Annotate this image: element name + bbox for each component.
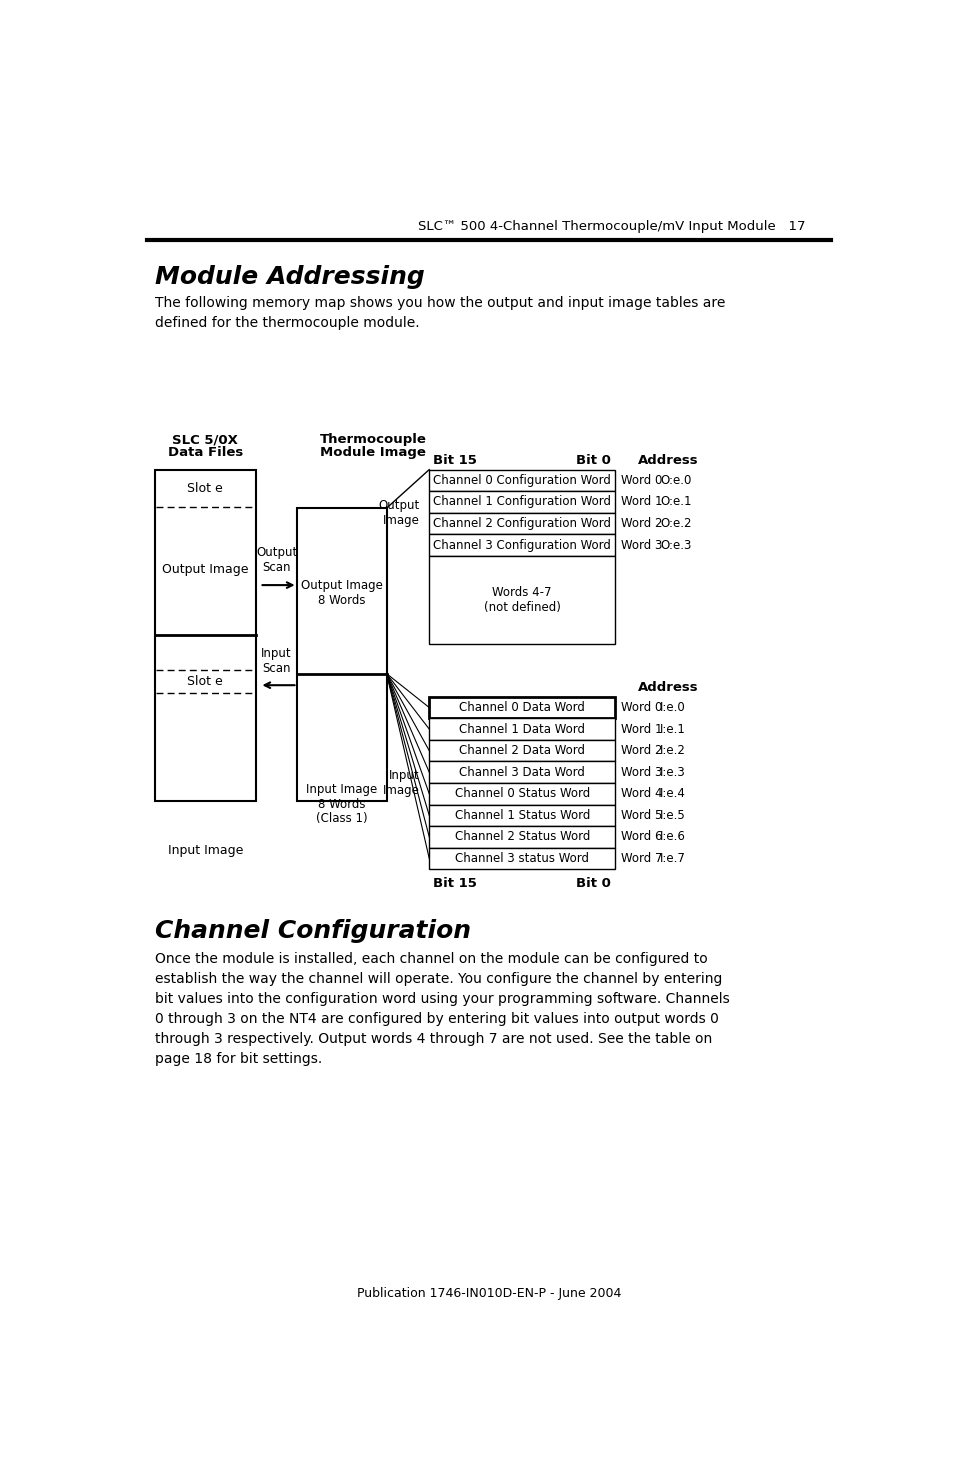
Bar [429,848,615,869]
Text: Word 5: Word 5 [620,808,661,822]
Text: Module Addressing: Module Addressing [154,266,424,289]
Text: I:e.3: I:e.3 [659,766,685,779]
Text: Output Image: Output Image [162,563,249,577]
Text: Output Image
8 Words: Output Image 8 Words [301,578,382,606]
Text: Bit 0: Bit 0 [576,454,611,468]
Text: Word 0: Word 0 [620,473,661,487]
Text: Input Image: Input Image [168,844,243,857]
Text: Module Image: Module Image [320,445,426,459]
Text: I:e.5: I:e.5 [659,808,685,822]
Text: Slot e: Slot e [187,676,223,687]
Text: Word 1: Word 1 [620,496,661,509]
Bar [429,761,615,783]
Bar [429,491,615,513]
Bar [429,556,615,645]
Bar [429,740,615,761]
Text: Channel 2 Configuration Word: Channel 2 Configuration Word [433,518,611,530]
Text: Input Image
8 Words: Input Image 8 Words [306,783,377,811]
Text: Channel 1 Status Word: Channel 1 Status Word [454,808,589,822]
Text: I:e.4: I:e.4 [659,788,685,801]
Text: Input
Scan: Input Scan [261,646,292,674]
Text: Channel 3 Data Word: Channel 3 Data Word [458,766,584,779]
Bar [429,534,615,556]
Bar [429,696,615,718]
Text: (Class 1): (Class 1) [315,813,368,825]
Text: Slot e: Slot e [187,481,223,494]
Text: O:e.2: O:e.2 [659,518,691,530]
Text: I:e.0: I:e.0 [659,701,685,714]
Bar [429,469,615,491]
Text: Word 2: Word 2 [620,518,661,530]
Text: Channel 0 Configuration Word: Channel 0 Configuration Word [433,473,611,487]
Text: I:e.1: I:e.1 [659,723,685,736]
Text: Channel 3 status Word: Channel 3 status Word [455,853,589,864]
Text: Word 3: Word 3 [620,766,661,779]
Text: Output
Image: Output Image [378,499,419,527]
Text: O:e.0: O:e.0 [659,473,691,487]
Text: Channel 0 Data Word: Channel 0 Data Word [458,701,584,714]
Text: Channel 2 Data Word: Channel 2 Data Word [458,745,584,757]
Text: Once the module is installed, each channel on the module can be configured to
es: Once the module is installed, each chann… [154,951,729,1066]
Bar [429,718,615,740]
Text: SLC™ 500 4-Channel Thermocouple/mV Input Module   17: SLC™ 500 4-Channel Thermocouple/mV Input… [417,220,804,233]
Text: The following memory map shows you how the output and input image tables are
def: The following memory map shows you how t… [154,296,724,330]
Text: I:e.7: I:e.7 [659,853,685,864]
Text: SLC 5/0X: SLC 5/0X [172,434,238,447]
Text: Thermocouple: Thermocouple [319,434,426,447]
Bar [297,507,386,801]
Text: Word 7: Word 7 [620,853,661,864]
Bar [154,469,255,801]
Text: Data Files: Data Files [168,445,243,459]
Bar [429,826,615,848]
Text: Word 3: Word 3 [620,538,661,552]
Text: Bit 0: Bit 0 [576,878,611,889]
Text: Bit 15: Bit 15 [433,878,476,889]
Text: O:e.3: O:e.3 [659,538,691,552]
Text: Channel 1 Data Word: Channel 1 Data Word [458,723,584,736]
Text: Word 0: Word 0 [620,701,661,714]
Text: Output
Scan: Output Scan [255,546,297,574]
Bar [429,513,615,534]
Text: Bit 15: Bit 15 [433,454,476,468]
Bar [429,783,615,804]
Text: Word 2: Word 2 [620,745,661,757]
Text: I:e.2: I:e.2 [659,745,685,757]
Text: I:e.6: I:e.6 [659,830,685,844]
Text: Address: Address [637,454,698,468]
Text: Input
Image: Input Image [383,768,419,796]
Text: O:e.1: O:e.1 [659,496,691,509]
Text: Publication 1746-IN010D-EN-P - June 2004: Publication 1746-IN010D-EN-P - June 2004 [356,1288,620,1299]
Bar [429,804,615,826]
Text: Words 4-7
(not defined): Words 4-7 (not defined) [483,586,560,614]
Text: Word 1: Word 1 [620,723,661,736]
Text: Channel 1 Configuration Word: Channel 1 Configuration Word [433,496,611,509]
Text: Channel 2 Status Word: Channel 2 Status Word [454,830,589,844]
Text: Address: Address [637,681,698,695]
Text: Word 6: Word 6 [620,830,661,844]
Text: Word 4: Word 4 [620,788,661,801]
Text: Channel Configuration: Channel Configuration [154,919,471,944]
Text: Channel 0 Status Word: Channel 0 Status Word [455,788,589,801]
Text: Channel 3 Configuration Word: Channel 3 Configuration Word [433,538,611,552]
